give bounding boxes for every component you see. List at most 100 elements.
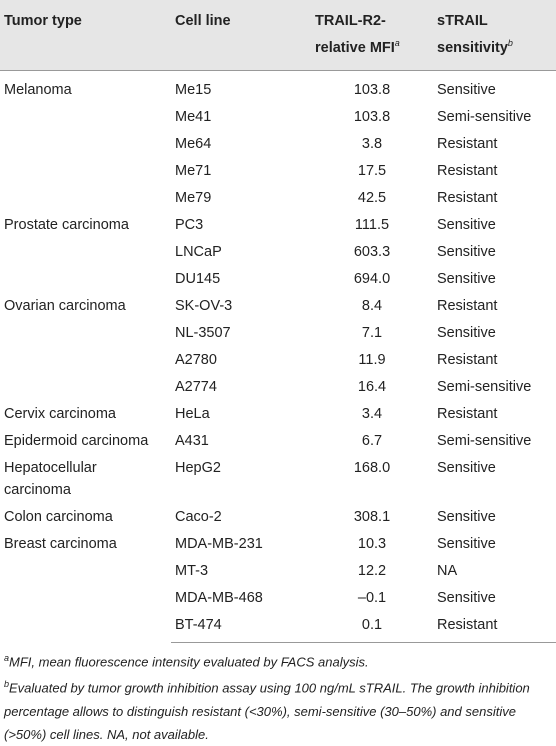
mfi-value: 308.1 [353,509,391,525]
sensitivity: Resistant [433,611,556,643]
footnotes: aMFI, mean fluorescence intensity evalua… [0,643,556,746]
header-text: Cell line [175,13,231,29]
table-row: Colon carcinoma Caco-2 308.1 Sensitive [0,504,556,531]
table-row: A2774 16.4 Semi-sensitive [0,374,556,401]
cell-line: A2774 [175,379,217,395]
table-row: Epidermoid carcinoma A431 6.7 Semi-sensitiv… [0,428,556,455]
mfi-value: 111.5 [354,217,390,233]
tumor-type: Colon carcinoma [4,509,113,525]
table-row: Me64 3.8 Resistant [0,131,556,158]
table-row: Melanoma Me15 103.8 Sensitive [0,71,556,104]
mfi-value: 42.5 [357,190,387,206]
mfi-value: 7.1 [361,325,383,341]
cell-line: Me71 [175,163,212,179]
tumor-type: Cervix carcinoma [4,406,116,422]
mfi-value: 103.8 [353,109,391,125]
sensitivity: Resistant [437,298,498,314]
cell-line: BT-474 [171,611,311,643]
mfi-value: 103.8 [353,82,391,98]
sensitivity: Sensitive [437,271,496,287]
table-row: Me79 42.5 Resistant [0,185,556,212]
cell-line: MT-3 [175,563,209,579]
table-row: Breast carcinoma MDA-MB-231 10.3 Sensitive [0,531,556,558]
mfi-value: 603.3 [353,244,391,260]
cell-line: LNCaP [175,244,222,260]
table-row: BT-474 0.1 Resistant [0,611,556,643]
cell-line: Me79 [175,190,212,206]
mfi-value: 11.9 [358,352,386,368]
table-body: Melanoma Me15 103.8 Sensitive Me41 103.8 Semi-… [0,71,556,643]
mfi-value: 10.3 [357,536,387,552]
header-text: sTRAIL sensitivity [437,13,508,56]
cell-line: SK-OV-3 [175,298,233,314]
cell-line: A431 [175,433,209,449]
mfi-value: 16.4 [357,379,387,395]
sensitivity: Sensitive [437,325,496,341]
table-row: MDA-MB-468 –0.1 Sensitive [0,585,556,612]
tumor-type: Breast carcinoma [4,536,117,552]
header-text: Tumor type [4,13,82,29]
sensitivity: Sensitive [437,217,496,233]
column-header: sTRAIL sensitivityb [433,0,556,71]
sensitivity: Sensitive [437,536,496,552]
footnote-mark: a [4,653,10,663]
cell-line: HeLa [175,406,210,422]
table-row: NL-3507 7.1 Sensitive [0,320,556,347]
cell-line: PC3 [175,217,204,233]
mfi-value: 3.4 [361,406,383,422]
table-row: LNCaP 603.3 Sensitive [0,239,556,266]
mfi-value: 3.8 [361,136,383,152]
header-text: TRAIL-R2-relative MFI [315,13,395,56]
sensitivity: Sensitive [437,509,496,525]
sensitivity: Semi-sensitive [437,379,532,395]
data-table: Tumor type Cell line TRAIL-R2-relative MFI… [0,0,556,643]
cell-line: Me41 [175,109,212,125]
cell-line: Me64 [175,136,212,152]
footnote: bEvaluated by tumor growth inhibition as… [4,673,552,745]
cell-line: Me15 [175,82,212,98]
sensitivity: Resistant [437,190,498,206]
sensitivity: Resistant [437,406,498,422]
footnote-mark: b [4,679,10,690]
table-row: Me71 17.5 Resistant [0,158,556,185]
sensitivity: Resistant [437,163,498,179]
column-header: Tumor type [0,0,171,71]
table-row: Cervix carcinoma HeLa 3.4 Resistant [0,401,556,428]
sensitivity: Sensitive [437,244,496,260]
mfi-value: –0.1 [357,590,387,606]
mfi-value: 168.0 [353,460,391,476]
tumor-type: Melanoma [4,82,72,98]
footnote-text: MFI, mean fluorescence intensity evaluat… [9,654,369,670]
mfi-value: 8.4 [361,298,383,314]
sensitivity: Semi-sensitive [437,433,532,449]
sensitivity: Resistant [437,136,498,152]
table-row: MT-3 12.2 NA [0,558,556,585]
table-row: A2780 11.9 Resistant [0,347,556,374]
cell-line: NL-3507 [175,325,231,341]
cell-line: HepG2 [175,460,221,476]
column-header: TRAIL-R2-relative MFIa [311,0,433,71]
sensitivity: Sensitive [437,590,496,606]
tumor-type: Prostate carcinoma [4,217,129,233]
table-row: Prostate carcinoma PC3 111.5 Sensitive [0,212,556,239]
cell-line: Caco-2 [175,509,222,525]
table-row: Ovarian carcinoma SK-OV-3 8.4 Resistant [0,293,556,320]
column-header: Cell line [171,0,311,71]
cell-line: MDA-MB-231 [175,536,263,552]
sensitivity: NA [437,563,458,579]
sensitivity: Sensitive [437,460,496,476]
sensitivity: Resistant [437,352,498,368]
tumor-type: Hepatocellular carcinoma [4,460,97,498]
mfi-value: 0.1 [311,611,433,643]
mfi-value: 12.2 [357,563,387,579]
footnote-mark: b [507,38,513,48]
sensitivity: Sensitive [437,82,496,98]
header-row: Tumor type Cell line TRAIL-R2-relative MFI… [0,0,556,71]
mfi-value: 17.5 [357,163,387,179]
sensitivity: Semi-sensitive [437,109,532,125]
cell-line: MDA-MB-468 [175,590,263,606]
footnote-mark: a [394,38,400,48]
mfi-value: 6.7 [361,433,383,449]
cell-line: DU145 [175,271,221,287]
